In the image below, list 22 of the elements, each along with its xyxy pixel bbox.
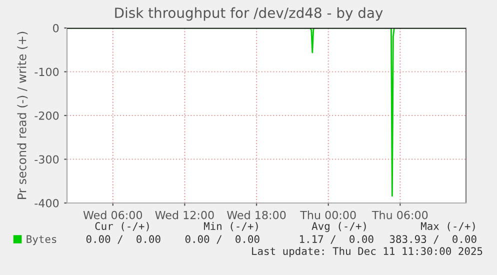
x-tick-label: Wed 18:00 — [227, 210, 286, 220]
text: Max (-/+) — [420, 222, 475, 232]
text: 0.00 / 0.00 — [185, 235, 260, 244]
text: 1.17 / 0.00 — [300, 235, 374, 244]
x-tick-label: Thu 06:00 — [372, 210, 428, 220]
y-tick-label: -200 — [34, 111, 59, 120]
chart-title: Disk throughput for /dev/zd48 - by day — [115, 7, 383, 21]
x-tick-label: Wed 06:00 — [83, 210, 142, 220]
y-tick-label: -100 — [34, 68, 59, 76]
text: Avg (-/+) — [312, 222, 366, 232]
text: 0.00 / 0.00 — [86, 235, 160, 244]
text: Last update: Thu Dec 11 11:30:00 2025 — [252, 246, 482, 258]
text: 383.93 / 0.00 — [390, 235, 476, 244]
y-tick-label: 0 — [53, 24, 59, 32]
y-tick-label: -400 — [34, 198, 59, 208]
text: Cur (-/+) — [95, 222, 149, 232]
legend-label: Bytes — [26, 235, 56, 246]
y-axis-title: Pr second read (-) / write (+) — [17, 32, 28, 199]
x-tick-label: Thu 00:00 — [300, 210, 356, 220]
text: Min (-/+) — [204, 222, 258, 232]
y-tick-label: -300 — [34, 155, 59, 164]
x-tick-label: Wed 12:00 — [155, 210, 214, 220]
